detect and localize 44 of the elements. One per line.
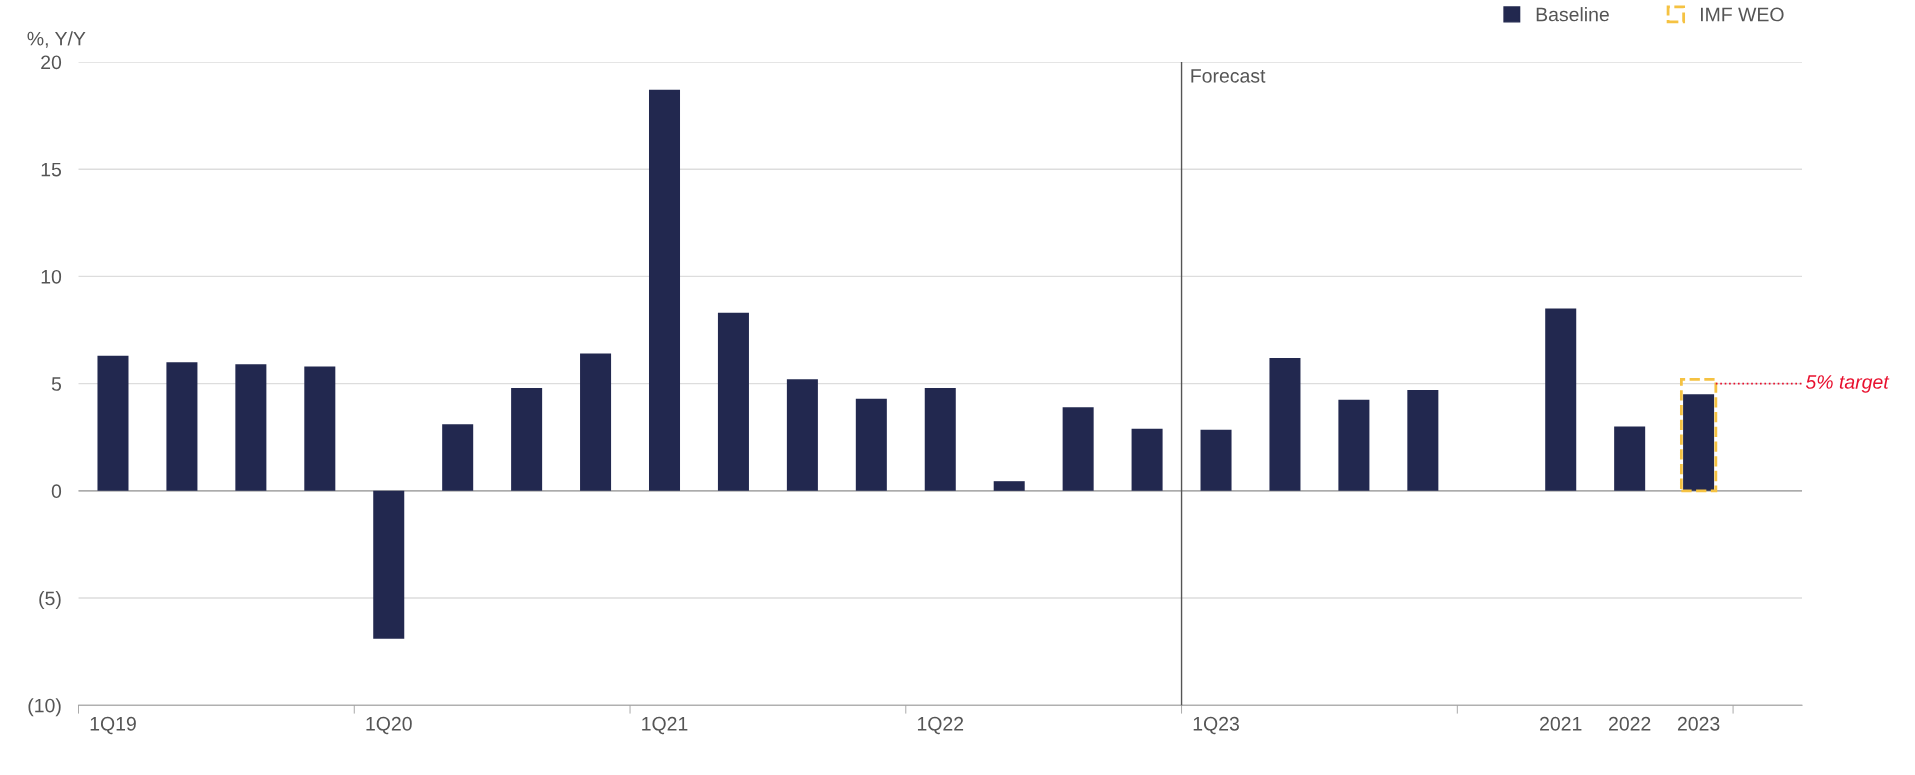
legend-label: IMF WEO <box>1700 7 1784 22</box>
bar <box>373 490 405 639</box>
bar <box>648 89 681 491</box>
bar <box>1200 429 1232 491</box>
bar <box>166 362 198 491</box>
y-tick-label: 0 <box>51 484 62 499</box>
bar <box>1683 394 1715 491</box>
bar <box>1338 399 1370 491</box>
x-tick-label: 1Q19 <box>90 716 136 735</box>
x-tick-label: 2021 <box>1540 716 1582 731</box>
x-tick-label: 1Q20 <box>366 716 412 735</box>
y-tick-label: (10) <box>28 698 61 717</box>
bar <box>1131 428 1163 491</box>
bar <box>511 387 543 491</box>
bar <box>580 353 612 491</box>
bar <box>786 379 818 491</box>
x-tick-label: 1Q23 <box>1193 716 1239 735</box>
y-tick-label: 20 <box>41 55 62 70</box>
legend-label: Baseline <box>1536 7 1609 22</box>
bar <box>97 355 129 491</box>
ref-line-label: 5% target <box>1805 375 1890 393</box>
bar <box>993 481 1025 491</box>
bar <box>924 387 956 491</box>
y-axis-title: %, Y/Y <box>27 31 86 48</box>
bar <box>304 366 336 491</box>
bar <box>1679 377 1718 493</box>
x-tick-label: 2022 <box>1609 716 1651 731</box>
y-tick-label: 10 <box>41 269 62 284</box>
x-tick-label: 2023 <box>1677 716 1720 731</box>
x-tick-label: 1Q21 <box>642 716 688 735</box>
bar <box>717 312 749 491</box>
bar <box>1614 426 1646 491</box>
bar <box>1545 308 1577 491</box>
bar <box>442 424 474 491</box>
bar <box>1407 390 1439 491</box>
y-tick-label: 5 <box>51 377 62 391</box>
bar <box>1269 357 1301 491</box>
x-tick-label: 1Q22 <box>917 716 964 735</box>
y-tick-label: (5) <box>39 591 61 610</box>
y-tick-label: 15 <box>41 162 62 177</box>
bar <box>1062 407 1094 491</box>
bar <box>235 364 267 491</box>
ref-line-label: Forecast <box>1191 69 1266 83</box>
bar <box>855 398 887 491</box>
